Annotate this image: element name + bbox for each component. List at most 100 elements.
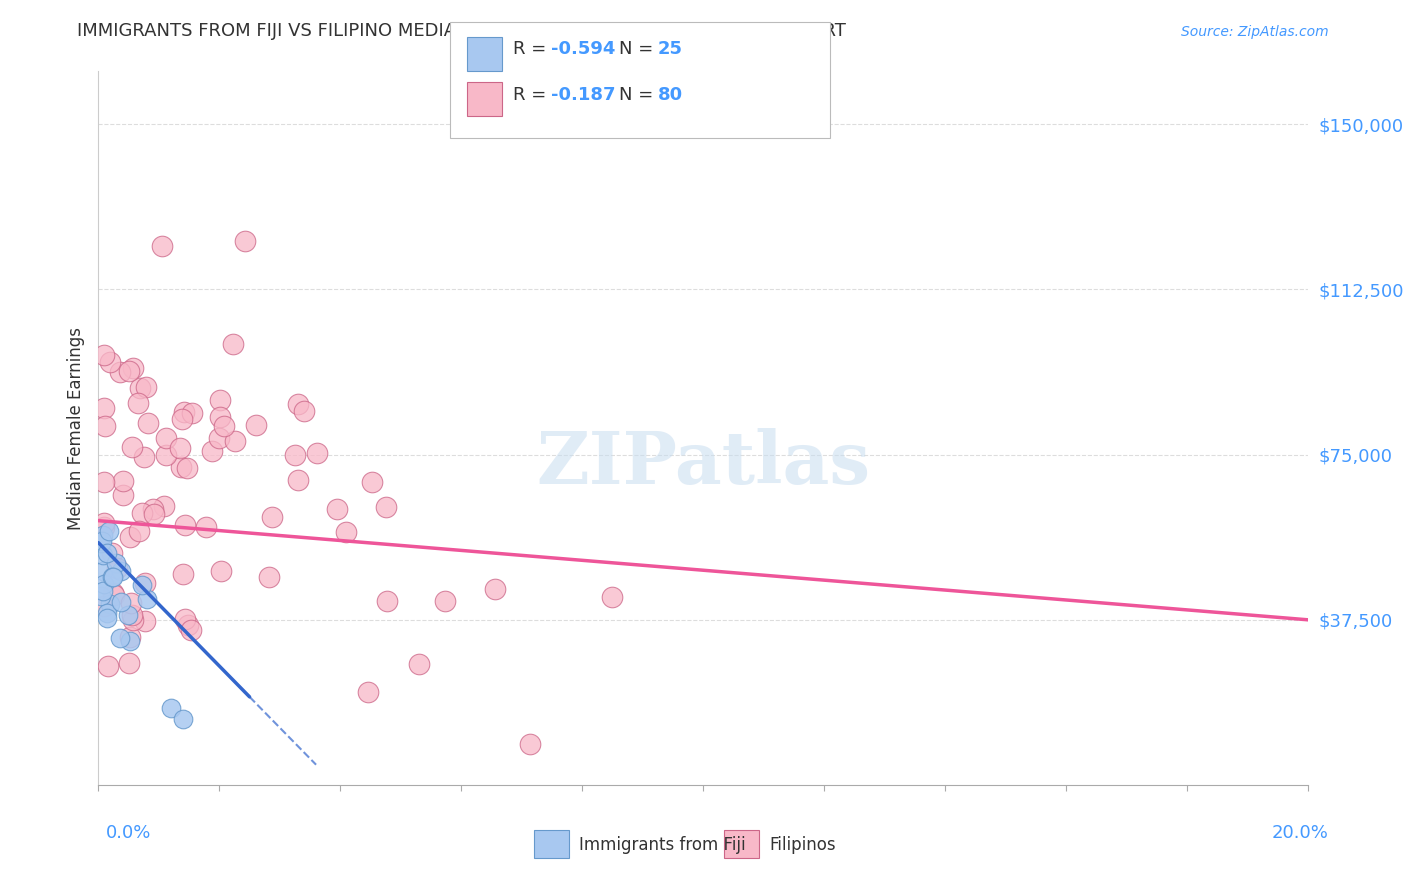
Point [128,381,150,395]
Point [93,577,115,591]
Text: Immigrants from Fiji: Immigrants from Fiji [579,836,747,854]
Text: R =: R = [513,86,558,103]
Point [208,431,231,445]
Point [118,364,141,378]
Point [91,533,114,548]
Text: IMMIGRANTS FROM FIJI VS FILIPINO MEDIAN FEMALE EARNINGS CORRELATION CHART: IMMIGRANTS FROM FIJI VS FILIPINO MEDIAN … [77,21,846,39]
Point [91,564,114,578]
Point [208,393,231,408]
Point [375,500,398,514]
Text: R =: R = [513,40,553,58]
Point [136,417,159,431]
Point [287,397,309,411]
Point [90,590,112,604]
Point [122,360,145,375]
Point [118,656,141,670]
Point [98,597,121,611]
Point [172,712,194,726]
Point [98,524,121,539]
Point [173,612,195,626]
Point [120,634,142,648]
Point [173,405,195,419]
Point [101,570,124,584]
Point [132,450,155,465]
Point [93,599,115,613]
Point [121,440,143,454]
Point [97,659,120,673]
Point [142,502,165,516]
Text: -0.594: -0.594 [551,40,616,58]
Point [335,524,357,539]
Point [169,441,191,455]
Point [108,365,131,379]
Point [195,520,218,534]
Text: ZIPatlas: ZIPatlas [536,428,870,500]
Point [519,737,541,751]
Point [357,685,380,699]
Y-axis label: Median Female Earnings: Median Female Earnings [66,326,84,530]
Point [131,578,153,592]
Point [180,624,202,638]
Point [112,474,135,488]
Point [212,419,235,434]
Point [120,596,142,610]
Point [224,434,246,448]
Point [91,548,114,562]
Point [305,446,328,460]
Point [222,337,245,351]
Point [105,556,128,570]
Point [201,443,224,458]
Point [294,404,316,418]
Point [600,591,623,605]
Point [284,448,307,462]
Point [160,701,183,715]
Point [208,409,231,424]
Point [176,460,198,475]
Point [134,576,156,591]
Point [170,459,193,474]
Point [101,547,124,561]
Point [112,488,135,502]
Point [375,594,398,608]
Point [118,530,141,544]
Point [245,417,267,432]
Point [152,499,174,513]
Point [134,614,156,628]
Text: N =: N = [619,86,658,103]
Point [93,401,115,416]
Point [155,432,177,446]
Point [103,588,125,602]
Point [233,234,256,248]
Point [174,517,197,532]
Point [110,564,132,578]
Point [105,561,128,575]
Point [94,419,117,434]
Point [96,546,118,560]
Point [122,613,145,627]
Text: N =: N = [619,40,658,58]
Point [209,564,232,578]
Point [110,631,132,645]
Point [90,536,112,550]
Point [326,501,349,516]
Point [93,516,115,531]
Text: 25: 25 [658,40,683,58]
Point [287,473,309,487]
Point [117,607,139,622]
Point [91,528,114,542]
Point [361,475,384,489]
Point [93,475,115,490]
Point [96,606,118,620]
Point [131,506,153,520]
Point [128,524,150,539]
Point [136,591,159,606]
Point [177,618,200,632]
Point [260,510,283,524]
Point [127,396,149,410]
Point [93,520,115,534]
Text: 20.0%: 20.0% [1272,824,1329,842]
Point [121,608,143,623]
Point [96,610,118,624]
Point [484,582,506,596]
Point [181,406,204,420]
